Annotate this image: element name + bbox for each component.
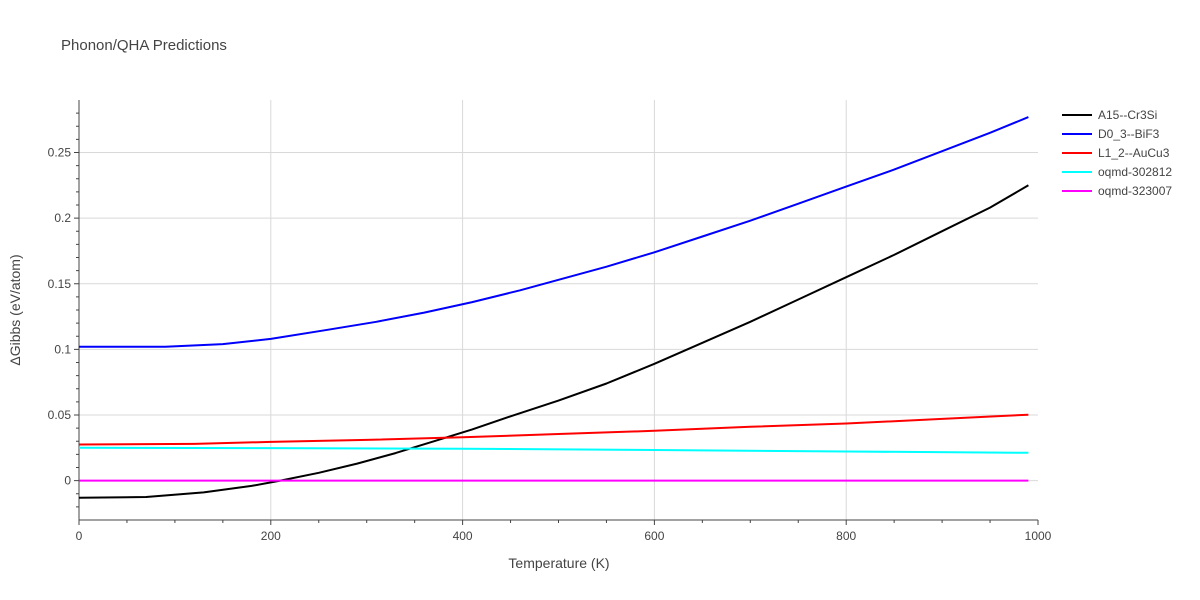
series-line-l1-2-aucu3: [78, 413, 1029, 446]
x-tick-label: 400: [453, 529, 473, 543]
y-tick-label: 0.2: [54, 211, 71, 225]
legend: A15--Cr3Si D0_3--BiF3 L1_2--AuCu3 oqmd-3028…: [1062, 108, 1172, 198]
x-tick-label: 600: [644, 529, 664, 543]
series-line-oqmd-302812: [78, 446, 1029, 454]
legend-label: A15--Cr3Si: [1098, 108, 1157, 122]
chart-title: Phonon/QHA Predictions: [61, 37, 227, 54]
legend-label: L1_2--AuCu3: [1098, 146, 1170, 160]
series-line-d0-3-bif3: [79, 116, 1029, 348]
legend-label: D0_3--BiF3: [1098, 127, 1160, 141]
legend-label: oqmd-302812: [1098, 165, 1172, 179]
grid: [79, 100, 1038, 520]
x-tick-label: 200: [261, 529, 281, 543]
series-lines: [78, 116, 1029, 499]
x-axis-title: Temperature (K): [508, 555, 609, 571]
x-tick-label: 0: [76, 529, 83, 543]
y-tick-label: 0.1: [54, 342, 71, 356]
y-tick-label: 0.05: [48, 408, 72, 422]
axes: 0 200 400 600 800 1000 0 0.05 0.1 0.15 0.2 0.25: [48, 100, 1052, 543]
y-tick-label: 0.15: [48, 277, 72, 291]
x-tick-label: 800: [836, 529, 856, 543]
y-tick-label: 0.25: [48, 146, 72, 160]
y-tick-label: 0: [64, 474, 71, 488]
series-line-a15-cr3si: [78, 184, 1029, 499]
y-axis-title: ΔGibbs (eV/atom): [7, 254, 23, 365]
x-tick-label: 1000: [1025, 529, 1052, 543]
legend-label: oqmd-323007: [1098, 184, 1172, 198]
